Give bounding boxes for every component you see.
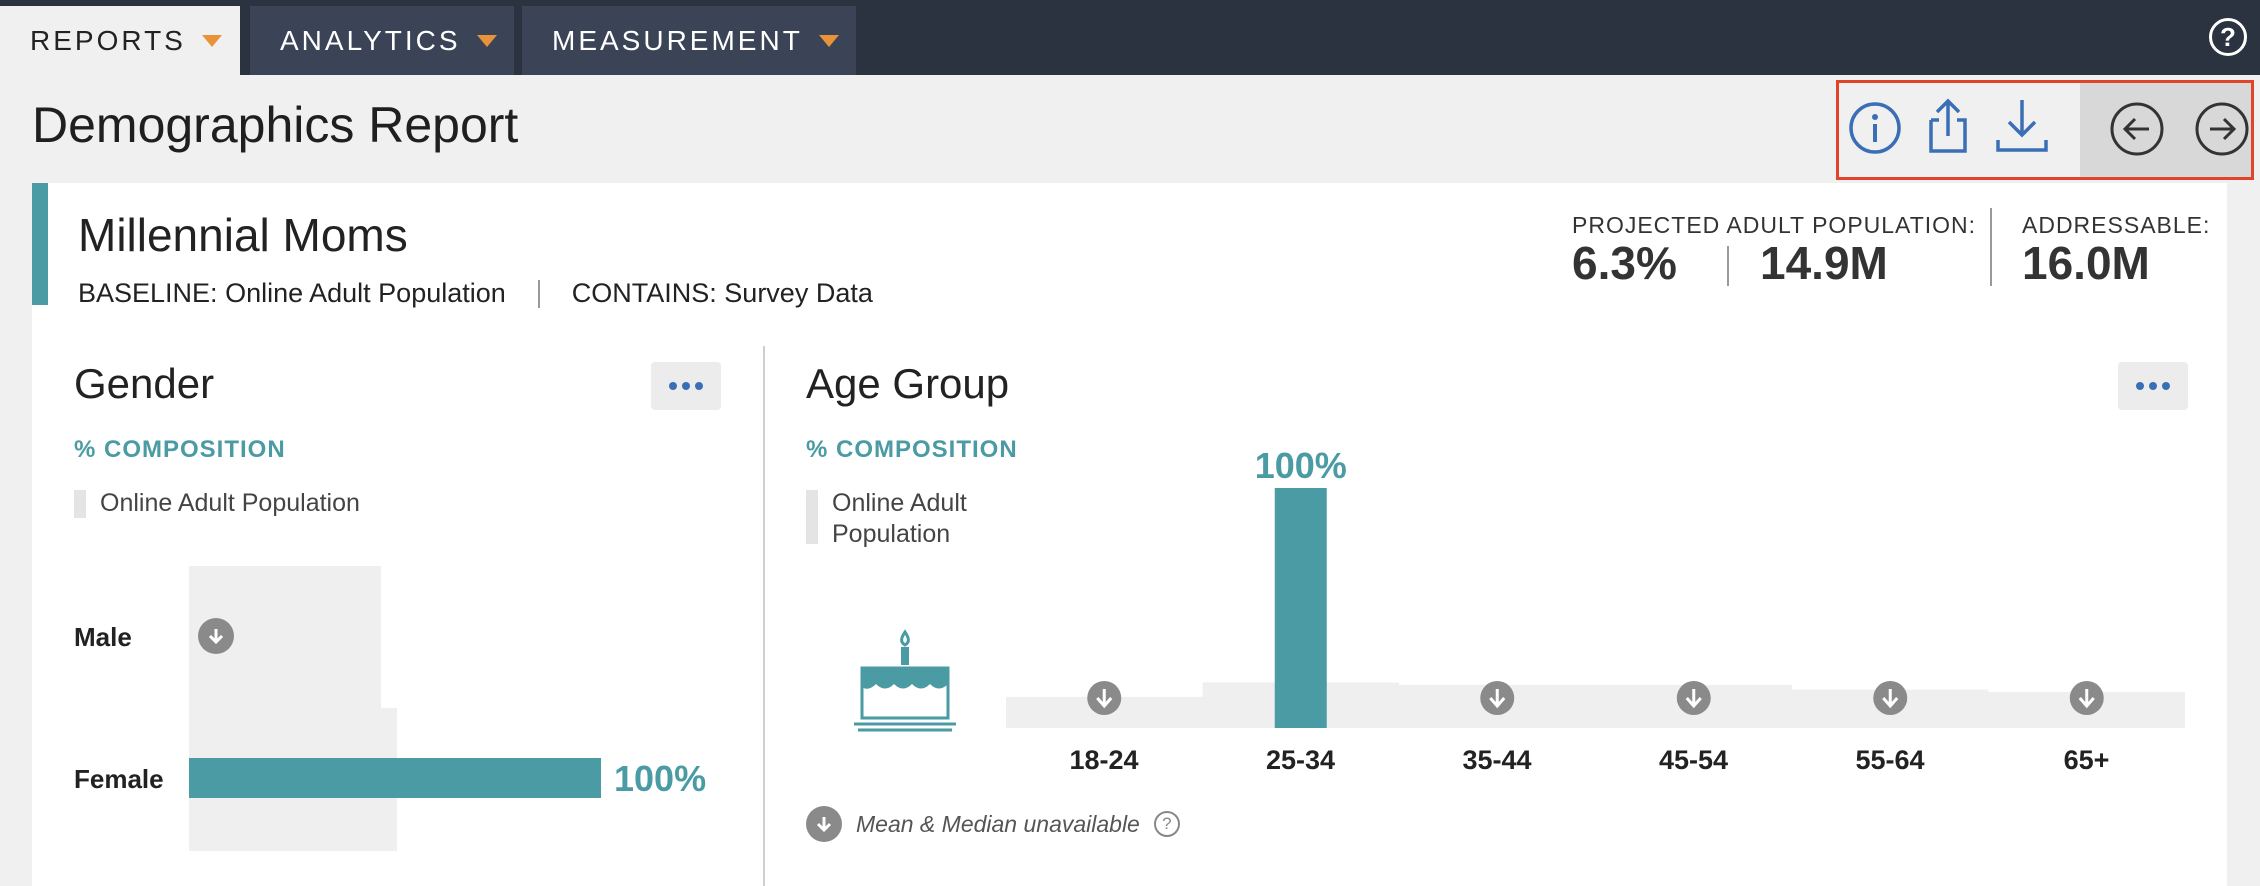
segment-accent-bar [32,183,48,305]
tab-measurement-label: MEASUREMENT [552,24,803,56]
segment-baseline: BASELINE: Online Adult Population [78,278,506,308]
gender-title: Gender [74,360,215,407]
age-data-label-25-34: 100% [1255,445,1347,486]
projected-population-count: 14.9M [1760,237,1888,289]
age-tick-label-18-24: 18-24 [1069,745,1139,775]
question-glyph: ? [1162,814,1172,833]
age-title: Age Group [806,360,1010,407]
panel-divider [763,346,765,886]
age-legend: Online Adult Population [832,489,967,548]
age-tick-label-35-44: 35-44 [1462,745,1532,775]
more-icon [2162,382,2170,390]
question-icon[interactable]: ? [1153,811,1180,837]
legend-swatch [74,490,86,518]
tab-analytics-label: ANALYTICS [280,24,461,56]
share-button[interactable] [1918,96,1978,156]
segment-name: Millennial Moms [78,209,408,261]
mean-median-footnote: Mean & Median unavailable ? [806,806,1180,842]
info-button[interactable] [1845,98,1905,158]
download-button[interactable] [1992,96,2052,156]
arrow-down-circle-icon [2069,681,2104,715]
projected-population-pct: 6.3% [1572,237,1677,289]
arrow-down-circle-icon [806,806,842,842]
stats-separator [1990,208,1992,286]
age-tick-label-65+: 65+ [2063,745,2110,775]
arrow-down-circle-icon [1873,681,1908,715]
addressable-label: ADDRESSABLE: [2022,212,2211,238]
arrow-down-circle-icon [1676,681,1711,715]
arrow-right-icon [2195,102,2249,156]
gender-more-button[interactable] [651,362,721,410]
gender-bar-female [189,758,601,798]
caret-down-icon [476,34,497,47]
age-tick-label-45-54: 45-54 [1658,745,1729,775]
gender-label-female: Female [74,764,164,794]
top-nav: REPORTS ANALYTICS MEASUREMENT ? [0,0,2260,75]
previous-button[interactable] [2107,99,2167,159]
footnote-text: Mean & Median unavailable [856,810,1140,837]
meta-separator [537,279,540,308]
toolbar-highlight [1836,80,2254,180]
age-chart: 100% [1006,445,2185,728]
share-icon [1929,98,1967,153]
age-composition-label: % COMPOSITION [806,436,1018,463]
tab-analytics[interactable]: ANALYTICS [250,6,514,75]
projected-population-label: PROJECTED ADULT POPULATION: [1572,212,1977,238]
download-icon [1996,100,2048,152]
gender-legend: Online Adult Population [100,489,360,517]
legend-swatch [806,490,818,544]
birthday-cake-icon [854,629,956,732]
stats-separator [1727,246,1729,286]
more-icon [682,382,690,390]
gender-value-female: 100% [614,758,707,799]
help-glyph: ? [2220,21,2236,52]
arrow-down-circle-icon [1480,681,1515,715]
age-more-button[interactable] [2118,362,2188,410]
tab-measurement[interactable]: MEASUREMENT [522,6,856,75]
tab-reports[interactable]: REPORTS [0,6,240,75]
gender-label-male: Male [74,622,132,652]
next-button[interactable] [2192,99,2252,159]
age-tick-label-25-34: 25-34 [1265,745,1336,775]
caret-down-icon [201,34,222,47]
more-icon [2136,382,2144,390]
gender-composition-label: % COMPOSITION [74,436,286,463]
info-icon [1849,102,1901,154]
more-icon [669,382,677,390]
more-icon [695,382,703,390]
age-bar-25-34 [1274,488,1327,728]
age-tick-label-55-64: 55-64 [1855,745,1925,775]
arrow-left-icon [2110,102,2164,156]
segment-meta: BASELINE: Online Adult Population CONTAI… [78,278,873,309]
arrow-down-circle-icon [198,618,234,654]
arrow-down-circle-icon [1087,681,1122,715]
tab-reports-label: REPORTS [30,24,186,56]
segment-contains: CONTAINS: Survey Data [571,278,873,308]
page-title: Demographics Report [32,97,519,153]
more-icon [2149,382,2157,390]
addressable-value: 16.0M [2022,237,2150,289]
help-circle-icon[interactable]: ? [2209,18,2247,56]
caret-down-icon [818,34,839,47]
